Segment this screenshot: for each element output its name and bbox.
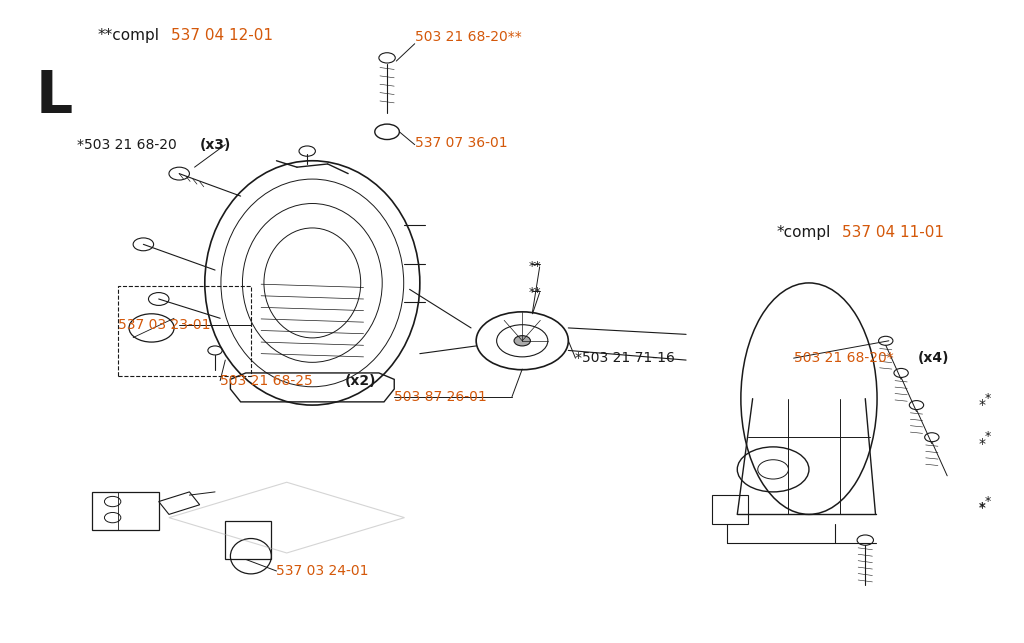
Text: 537 03 24-01: 537 03 24-01 <box>276 564 369 578</box>
Text: L: L <box>36 68 73 125</box>
Text: **compl: **compl <box>97 28 160 43</box>
Text: *: * <box>979 398 986 412</box>
Circle shape <box>148 293 169 305</box>
Text: 503 21 68-20*: 503 21 68-20* <box>794 351 898 365</box>
Text: (x4): (x4) <box>918 351 949 365</box>
Text: 503 21 68-20**: 503 21 68-20** <box>415 30 521 44</box>
Text: 537 04 12-01: 537 04 12-01 <box>171 28 273 43</box>
Text: *compl: *compl <box>776 225 830 240</box>
Text: 537 07 36-01: 537 07 36-01 <box>415 136 507 150</box>
Text: *503 21 71-16: *503 21 71-16 <box>575 351 676 365</box>
Text: *: * <box>985 392 991 405</box>
Text: *: * <box>979 437 986 451</box>
Text: *: * <box>979 501 985 514</box>
Bar <box>118 286 251 376</box>
Text: *503 21 68-20: *503 21 68-20 <box>77 138 181 152</box>
Text: **: ** <box>528 260 541 273</box>
Text: (x3): (x3) <box>200 138 231 152</box>
Text: 537 03 23-01: 537 03 23-01 <box>118 318 210 332</box>
Text: **: ** <box>528 286 541 299</box>
Text: *: * <box>979 501 986 515</box>
Circle shape <box>169 167 189 180</box>
Text: *: * <box>985 494 991 508</box>
Text: (x2): (x2) <box>345 374 377 388</box>
Circle shape <box>133 238 154 251</box>
Text: 537 04 11-01: 537 04 11-01 <box>842 225 944 240</box>
Text: 503 21 68-25: 503 21 68-25 <box>220 374 317 388</box>
Text: 503 87 26-01: 503 87 26-01 <box>394 390 487 404</box>
Text: *: * <box>985 430 991 444</box>
Circle shape <box>514 336 530 346</box>
